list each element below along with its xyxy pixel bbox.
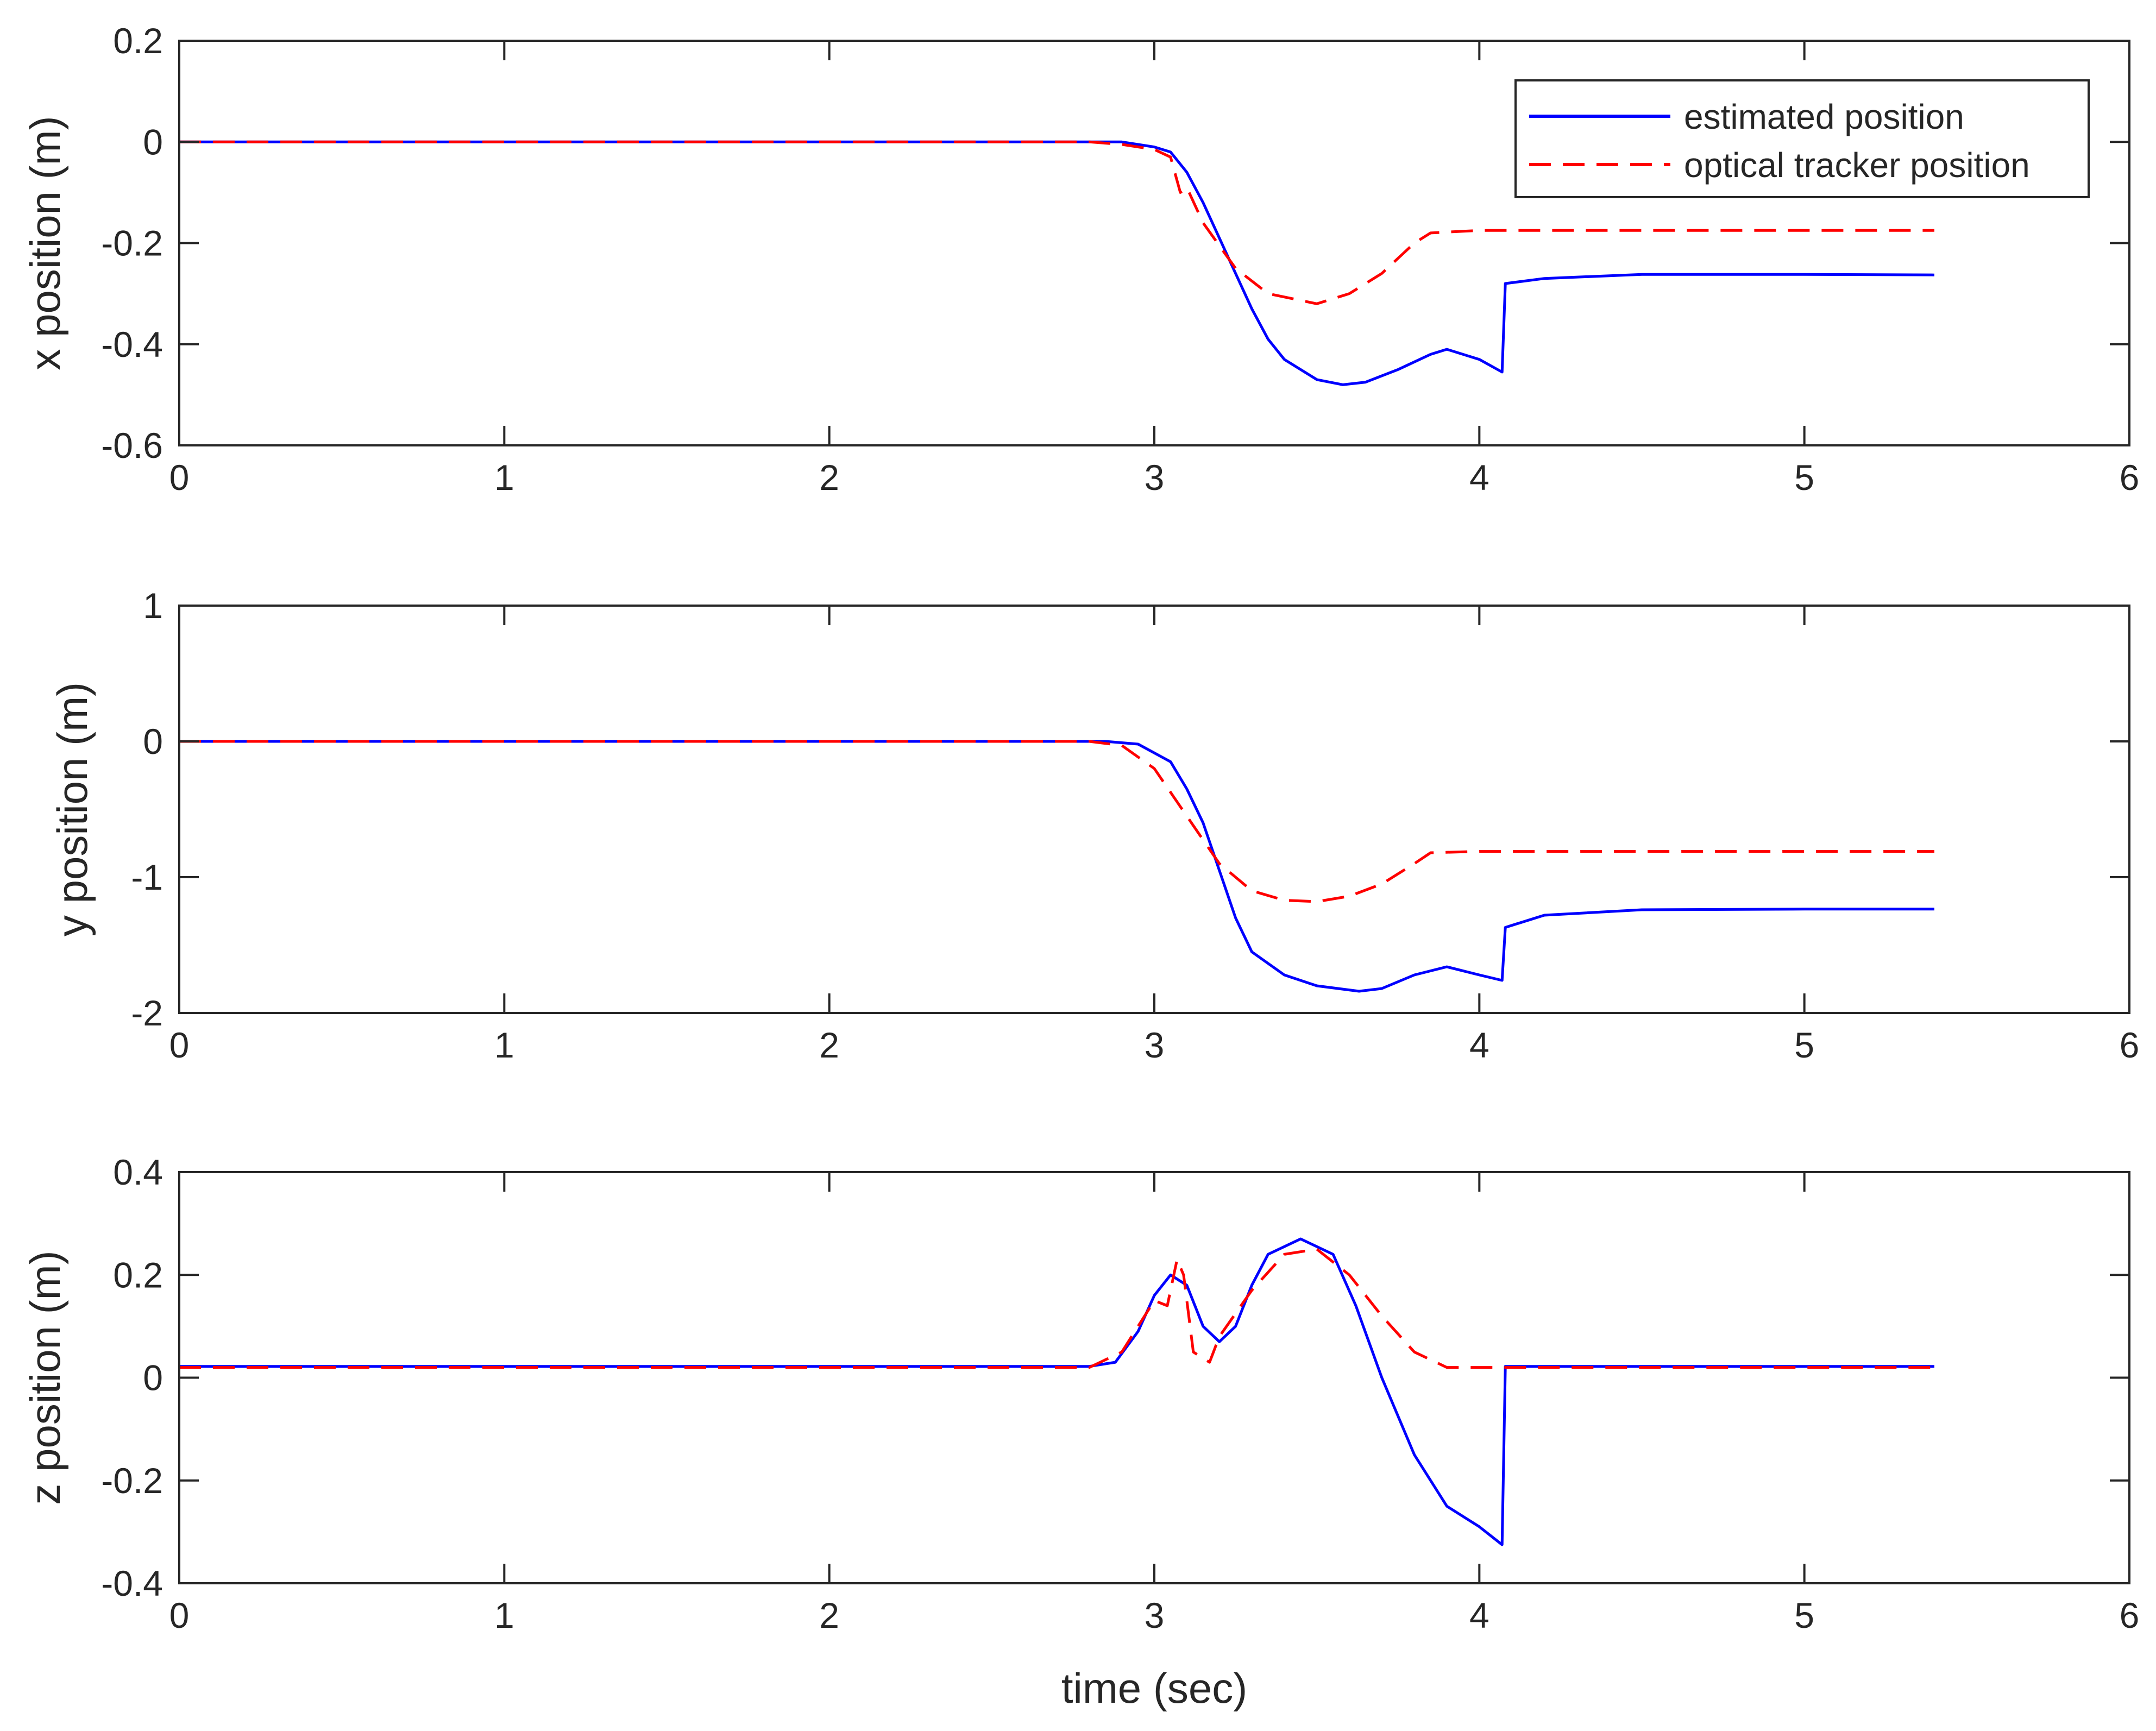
x-tick-label: 3 [1145, 1595, 1165, 1635]
y-tick-label: -0.2 [101, 1461, 163, 1501]
x-tick-label: 0 [169, 1595, 190, 1635]
series-line-optical [179, 1248, 1934, 1369]
x-tick-label: 3 [1145, 457, 1165, 498]
x-tick-label: 5 [1794, 1595, 1814, 1635]
subplot-z-position: 0 1 2 3 4 5 6 -0.4 -0.2 0 0.2 0.4 z position (m) ti… [21, 1152, 2139, 1712]
y-tick-label: 0 [143, 721, 163, 761]
y-tick-label: 0.2 [113, 1255, 163, 1295]
x-tick-label: 1 [494, 457, 514, 498]
y-axis-label: x position (m) [21, 116, 69, 370]
x-tick-label: 0 [169, 1025, 190, 1065]
x-tick-label: 4 [1469, 457, 1489, 498]
x-tick-label: 4 [1469, 1025, 1489, 1065]
x-axis-label: time (sec) [1061, 1664, 1247, 1712]
axes: 0 1 2 3 4 5 6 -0.4 -0.2 0 0.2 0.4 [101, 1152, 2139, 1635]
y-tick-label: -2 [131, 993, 163, 1033]
x-tick-label: 2 [819, 1595, 839, 1635]
x-tick-label: 0 [169, 457, 190, 498]
legend-label-estimated: estimated position [1684, 97, 1964, 136]
x-tick-label: 5 [1794, 457, 1814, 498]
legend-label-optical: optical tracker position [1684, 146, 2030, 185]
y-tick-label: 0.4 [113, 1152, 163, 1192]
axes: 0 1 2 3 4 5 6 -2 -1 0 1 [131, 586, 2139, 1065]
x-tick-label: 2 [819, 457, 839, 498]
x-tick-label: 1 [494, 1595, 514, 1635]
x-tick-label: 2 [819, 1025, 839, 1065]
y-tick-label: 0 [143, 1358, 163, 1398]
x-tick-label: 3 [1145, 1025, 1165, 1065]
plot-area [179, 1172, 2129, 1583]
series-line-optical [179, 740, 1934, 903]
axes: 0 1 2 3 4 5 6 -0.6 -0.4 -0.2 0 0.2 [101, 21, 2139, 498]
x-tick-label: 6 [2120, 1595, 2140, 1635]
series-lines [179, 740, 1934, 993]
y-axis-label: y position (m) [48, 682, 96, 936]
legend-box [1514, 79, 2090, 198]
x-tick-label: 6 [2120, 457, 2140, 498]
series-line-estimated [179, 140, 1935, 386]
series-line-estimated [179, 1237, 1934, 1546]
series-line-estimated [179, 740, 1934, 993]
subplot-y-position: 0 1 2 3 4 5 6 -2 -1 0 1 y position (m) [48, 586, 2139, 1065]
y-tick-label: 1 [143, 586, 163, 626]
x-tick-label: 1 [494, 1025, 514, 1065]
y-tick-label: 0.2 [113, 21, 163, 61]
y-tick-label: -0.4 [101, 324, 163, 364]
y-tick-label: -1 [131, 857, 163, 897]
x-tick-label: 5 [1794, 1025, 1814, 1065]
x-tick-label: 6 [2120, 1025, 2140, 1065]
legend: estimated position optical tracker posit… [1514, 79, 2090, 198]
y-tick-label: -0.4 [101, 1563, 163, 1603]
series-lines [179, 1237, 1934, 1546]
y-tick-label: -0.2 [101, 223, 163, 263]
x-tick-label: 4 [1469, 1595, 1489, 1635]
y-tick-label: -0.6 [101, 425, 163, 465]
y-axis-label: z position (m) [21, 1250, 69, 1505]
y-tick-label: 0 [143, 122, 163, 162]
subplot-x-position: 0 1 2 3 4 5 6 -0.6 -0.4 -0.2 0 0.2 x position (m) e… [21, 21, 2139, 498]
series-lines [179, 140, 1935, 386]
plot-area [179, 606, 2129, 1013]
